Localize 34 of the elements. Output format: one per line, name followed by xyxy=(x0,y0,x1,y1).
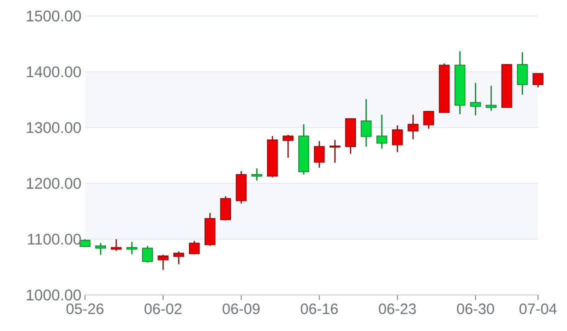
candlestick xyxy=(376,114,388,150)
x-tick-label: 06-09 xyxy=(222,304,260,314)
x-tick-label: 06-30 xyxy=(456,304,494,314)
candlestick xyxy=(126,241,138,255)
candlestick xyxy=(314,140,325,168)
y-tick-label: 1400.00 xyxy=(26,66,81,78)
y-tick-label: 1500.00 xyxy=(26,10,81,22)
candlestick xyxy=(173,250,184,265)
candlestick xyxy=(251,168,262,182)
x-tick-label: 07-04 xyxy=(519,304,557,314)
candlestick xyxy=(188,240,200,255)
candlestick xyxy=(158,254,169,270)
y-tick-label: 1200.00 xyxy=(26,178,81,189)
candlestick xyxy=(360,98,372,148)
candlestick xyxy=(532,72,544,88)
candlestick xyxy=(423,110,434,130)
candlestick xyxy=(220,196,231,221)
x-tick-label: 06-23 xyxy=(378,304,416,314)
candlestick xyxy=(516,52,528,96)
y-tick-label: 1300.00 xyxy=(26,122,81,134)
candlestick xyxy=(330,139,340,164)
candlestick xyxy=(392,124,403,153)
candlestick xyxy=(110,238,122,252)
x-tick-label: 06-16 xyxy=(300,304,338,314)
candlestick xyxy=(486,85,497,112)
x-tick-label: 06-02 xyxy=(144,304,182,314)
candlestick xyxy=(282,134,294,158)
candlestick xyxy=(95,242,106,256)
x-tick-label: 05-26 xyxy=(66,304,104,314)
y-tick-label: 1000.00 xyxy=(26,290,81,300)
candlestick xyxy=(142,245,153,264)
candlestick xyxy=(470,82,481,116)
candlestick xyxy=(408,114,418,140)
y-tick-label: 1100.00 xyxy=(28,234,81,245)
